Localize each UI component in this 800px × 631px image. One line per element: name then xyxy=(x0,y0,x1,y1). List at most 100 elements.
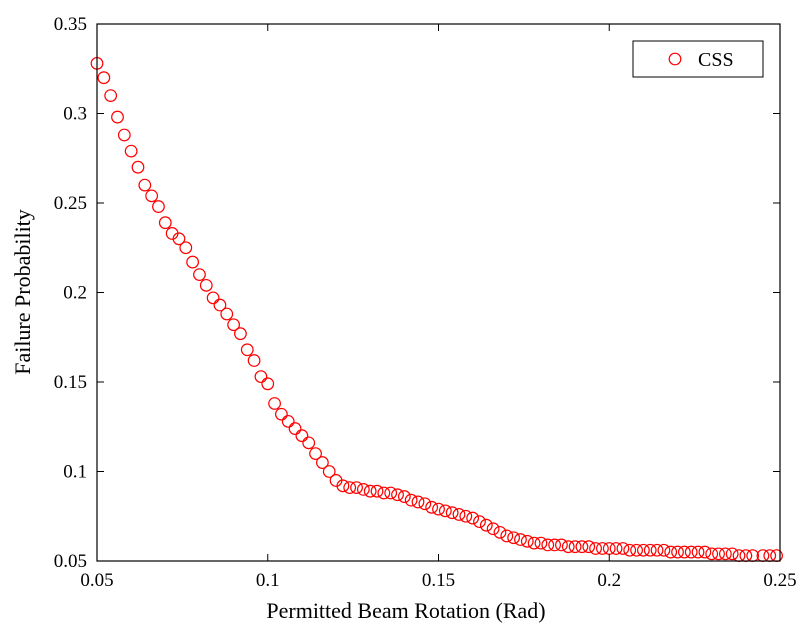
data-point xyxy=(698,545,712,559)
data-point xyxy=(281,414,295,428)
x-tick-label: 0.1 xyxy=(256,570,280,591)
data-point xyxy=(213,298,227,312)
data-point xyxy=(336,479,350,493)
data-point xyxy=(363,484,377,498)
data-point xyxy=(712,547,725,561)
data-point xyxy=(117,128,131,142)
data-point xyxy=(97,71,111,85)
data-point xyxy=(172,232,186,246)
x-axis-label: Permitted Beam Rotation (Rad) xyxy=(266,598,545,623)
data-point xyxy=(179,241,193,255)
data-point xyxy=(623,543,637,557)
x-tick-label: 0.05 xyxy=(80,570,113,591)
y-tick-labels: 0.05 0.1 0.15 0.2 0.25 0.3 0.35 xyxy=(54,14,87,572)
data-point xyxy=(418,497,432,511)
x-tick-label: 0.25 xyxy=(763,570,796,591)
data-point xyxy=(384,486,398,500)
data-point xyxy=(356,483,370,496)
data-point xyxy=(131,160,145,174)
data-point xyxy=(514,533,527,546)
data-point xyxy=(261,377,275,391)
legend-box xyxy=(632,40,764,78)
plot-area xyxy=(97,24,780,561)
data-point xyxy=(500,529,514,543)
data-point xyxy=(397,490,411,503)
data-point xyxy=(493,525,507,539)
data-point xyxy=(520,534,534,548)
data-point xyxy=(445,506,459,520)
data-point xyxy=(630,543,643,557)
data-point xyxy=(350,481,363,495)
data-point xyxy=(322,465,336,478)
data-point xyxy=(247,354,261,367)
data-point xyxy=(315,456,329,469)
data-point xyxy=(227,318,241,332)
data-point xyxy=(616,542,630,555)
x-tick-labels: 0.05 0.1 0.15 0.2 0.25 xyxy=(80,570,796,591)
data-point xyxy=(288,422,302,435)
data-point xyxy=(268,397,281,410)
legend-label-css: CSS xyxy=(698,49,734,71)
data-point xyxy=(671,545,684,559)
data-point xyxy=(486,522,500,536)
data-point xyxy=(541,538,555,552)
data-point xyxy=(370,484,384,498)
data-point xyxy=(452,508,466,521)
data-point xyxy=(220,307,234,321)
legend: CSS xyxy=(632,40,764,78)
x-tick-label: 0.2 xyxy=(597,570,621,591)
axis-ticks xyxy=(96,23,781,562)
data-point xyxy=(507,531,521,545)
data-point xyxy=(438,504,452,518)
data-point xyxy=(124,144,138,158)
data-point xyxy=(404,493,418,507)
data-point xyxy=(534,536,548,550)
data-point xyxy=(295,429,309,443)
data-point xyxy=(432,502,445,516)
data-point xyxy=(111,110,124,124)
x-tick-label: 0.15 xyxy=(422,570,455,591)
series-markers xyxy=(90,56,783,563)
data-point xyxy=(561,540,575,554)
data-point xyxy=(411,495,425,509)
data-point xyxy=(473,515,486,529)
data-point xyxy=(104,89,118,102)
legend-marker-css xyxy=(668,52,682,66)
data-point xyxy=(186,255,200,269)
data-point xyxy=(575,540,589,554)
data-point xyxy=(664,545,678,559)
data-point xyxy=(725,547,739,561)
data-point xyxy=(309,447,322,461)
data-point xyxy=(145,189,159,203)
data-point xyxy=(254,370,268,384)
data-point xyxy=(589,542,602,555)
data-point xyxy=(548,538,562,552)
data-point xyxy=(343,481,357,495)
y-tick-label: 0.2 xyxy=(63,283,87,304)
y-tick-label: 0.05 xyxy=(54,551,87,572)
y-tick-label: 0.3 xyxy=(63,104,87,125)
data-point xyxy=(596,542,609,555)
data-point xyxy=(206,291,220,305)
data-point xyxy=(657,543,671,557)
data-point xyxy=(479,518,493,532)
data-point xyxy=(193,268,206,282)
data-point xyxy=(643,543,657,557)
data-point xyxy=(377,486,391,500)
data-point xyxy=(240,343,254,357)
y-tick-label: 0.35 xyxy=(54,14,87,35)
data-point xyxy=(527,536,541,550)
data-point xyxy=(302,436,316,450)
data-point xyxy=(718,547,732,561)
data-point xyxy=(609,542,623,555)
data-point xyxy=(582,540,596,554)
data-point xyxy=(684,545,698,559)
data-point xyxy=(466,511,480,525)
data-point xyxy=(568,540,582,554)
data-point xyxy=(459,509,473,523)
data-point xyxy=(138,178,152,192)
data-point xyxy=(152,200,165,213)
data-point xyxy=(691,545,705,559)
data-point xyxy=(677,545,691,559)
